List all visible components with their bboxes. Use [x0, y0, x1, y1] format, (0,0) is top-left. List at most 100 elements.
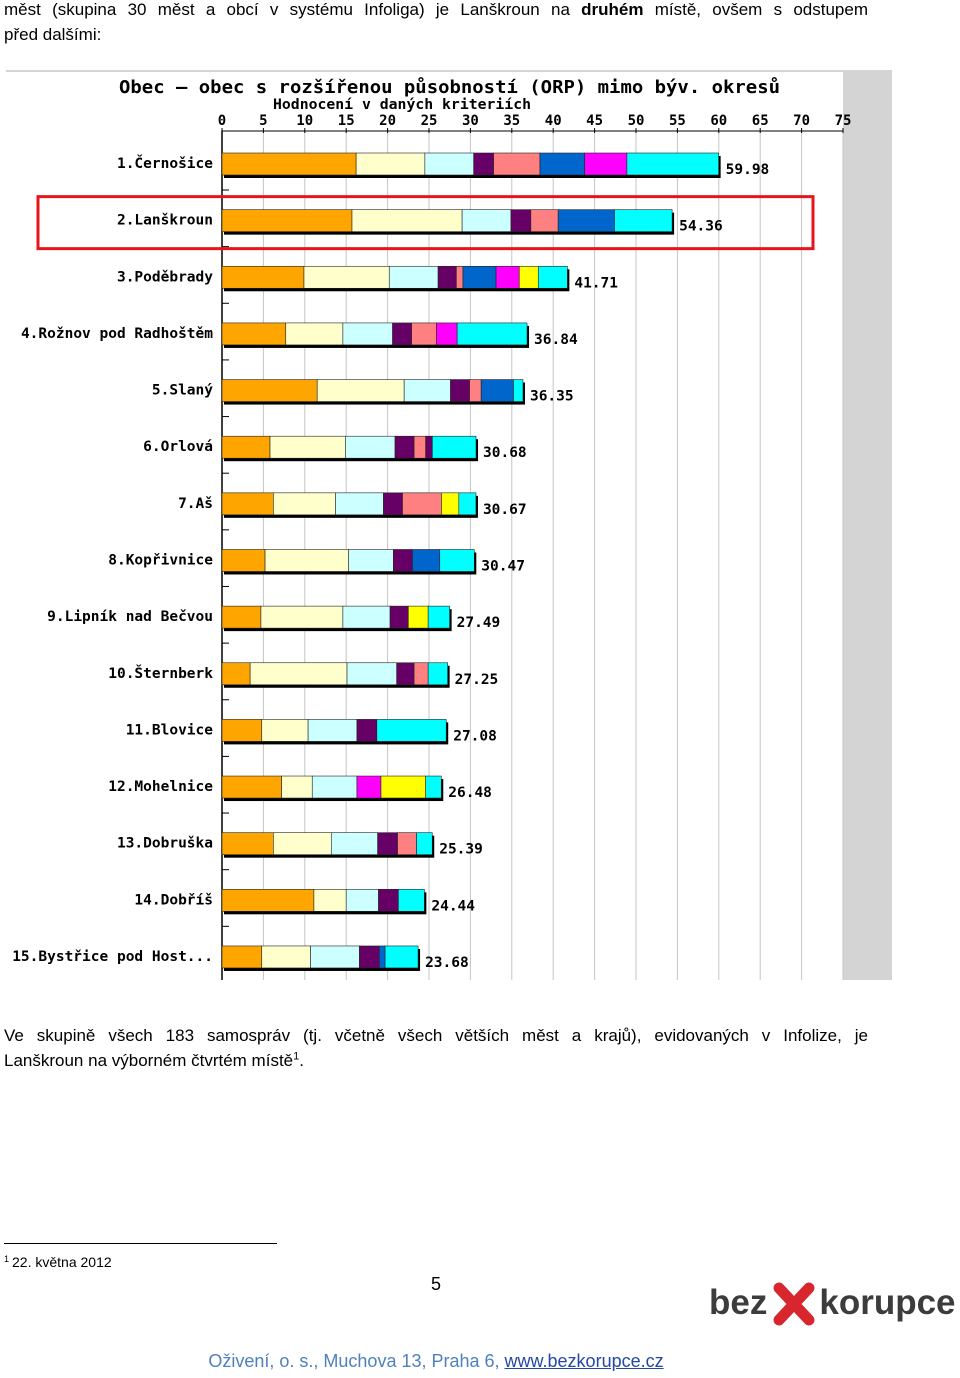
- ranking-chart: Obec – obec s rozšířenou působností (ORP…: [6, 70, 892, 980]
- row-label: 4.Rožnov pod Radhoštěm: [21, 326, 213, 342]
- bar-row: [221, 945, 421, 971]
- row-label: 3.Poděbrady: [117, 269, 213, 285]
- value-label: 54.36: [679, 219, 723, 235]
- bar-segment: [221, 265, 305, 289]
- bar-segment: [310, 945, 360, 969]
- logo-x-icon: [773, 1282, 815, 1326]
- bar-segment: [539, 152, 585, 176]
- bar-segment: [584, 152, 628, 176]
- bar-row: [221, 492, 478, 518]
- row-label: 12.Mohelnice: [108, 779, 213, 795]
- labels: 1.Černošice 59.98 2.Lanškroun 54.36 3.Poděbr…: [12, 154, 769, 971]
- intro-text: měst (skupina 30 měst a obcí v systému I…: [4, 0, 582, 19]
- bar-segment: [260, 605, 344, 629]
- value-label: 30.68: [483, 445, 527, 461]
- row-label: 15.Bystřice pod Host...: [12, 949, 213, 965]
- bar-segment: [264, 549, 349, 572]
- bar-segment: [402, 492, 442, 516]
- bar-segment: [273, 832, 332, 855]
- row-label: 14.Dobříš: [134, 892, 213, 908]
- bar-segment: [495, 265, 520, 289]
- highlight-frame: [36, 195, 815, 251]
- bar-segment: [383, 492, 403, 516]
- row-label: 5.Slaný: [152, 383, 213, 399]
- bar-segment: [413, 435, 426, 459]
- row-label: 8.Kopřivnice: [108, 552, 213, 568]
- bar-row: [221, 209, 675, 235]
- value-label: 36.84: [534, 332, 578, 348]
- bar-segment: [221, 662, 251, 686]
- bar-segment: [356, 775, 382, 799]
- bar-segment: [313, 889, 347, 912]
- bar-segment: [510, 209, 532, 232]
- bar-segment: [261, 719, 309, 742]
- bar-row: [221, 322, 530, 348]
- bar-segment: [518, 265, 539, 289]
- row-label: 2.Lanškroun: [117, 213, 213, 229]
- bar-segment: [221, 605, 262, 629]
- footnote-separator: [4, 1243, 277, 1244]
- body-text: .: [299, 1051, 304, 1070]
- bar-segment: [316, 379, 405, 402]
- bar-segment: [377, 832, 398, 855]
- x-tick-label: 45: [586, 113, 603, 129]
- bar-segment: [407, 605, 429, 629]
- bar-segment: [412, 549, 441, 572]
- bar-segment: [439, 549, 475, 572]
- bar-row: [221, 889, 427, 915]
- row-label: 13.Dobruška: [117, 836, 213, 852]
- bar-segment: [221, 945, 263, 969]
- bar-row: [221, 719, 449, 745]
- x-tick-label: 55: [669, 113, 686, 129]
- bar-segment: [221, 492, 274, 516]
- bar-segment: [424, 152, 475, 176]
- x-tick-label: 65: [752, 113, 769, 129]
- bar-segment: [346, 662, 398, 686]
- bar-segment: [221, 152, 357, 176]
- bar-row: [221, 605, 452, 632]
- bar-row: [221, 152, 721, 178]
- bar-segment: [249, 662, 348, 686]
- intro-text: místě, ovšem s odstupem: [643, 0, 868, 19]
- bar-segment: [261, 945, 311, 969]
- bar-segment: [394, 435, 415, 459]
- bar-segment: [384, 945, 419, 969]
- bar-segment: [614, 209, 673, 232]
- row-label: 9.Lipník nad Bečvou: [47, 609, 213, 625]
- value-label: 27.49: [457, 615, 501, 631]
- value-label: 24.44: [431, 898, 475, 914]
- bar-segment: [462, 265, 497, 289]
- bar-segment: [557, 209, 615, 232]
- logo-word-right: korupce: [819, 1283, 956, 1322]
- bar-segment: [513, 379, 524, 402]
- bar-segment: [441, 492, 460, 516]
- footnote-reference[interactable]: 1: [293, 1050, 300, 1063]
- bar-segment: [221, 435, 271, 459]
- value-label: 59.98: [726, 162, 770, 178]
- body-text: Lanškroun na výborném čtvrtém místě: [4, 1051, 294, 1070]
- bar-segment: [221, 549, 266, 572]
- bar-segment: [379, 945, 386, 969]
- bar-segment: [425, 435, 433, 459]
- bar-segment: [376, 719, 447, 742]
- bar-segment: [461, 209, 512, 232]
- bar-row: [221, 662, 450, 688]
- x-tick-label: 5: [259, 113, 267, 129]
- bar-segment: [348, 549, 394, 572]
- bar-segment: [626, 152, 719, 176]
- row-label: 6.Orlová: [143, 439, 213, 455]
- bar-segment: [396, 662, 415, 686]
- bar-segment: [221, 209, 353, 232]
- footer-website-link[interactable]: www.bezkorupce.cz: [504, 1351, 664, 1371]
- bar-segment: [411, 322, 437, 346]
- bar-segment: [427, 662, 448, 686]
- bar-segment: [450, 379, 470, 402]
- bar-segment: [403, 379, 451, 402]
- bar-row: [221, 775, 444, 802]
- bar-segment: [456, 265, 464, 289]
- footnote-text: 22. května 2012: [12, 1254, 112, 1270]
- bar-segment: [303, 265, 390, 289]
- bar-segment: [221, 379, 318, 402]
- bar-segment: [356, 719, 378, 742]
- bar-segment: [281, 775, 313, 799]
